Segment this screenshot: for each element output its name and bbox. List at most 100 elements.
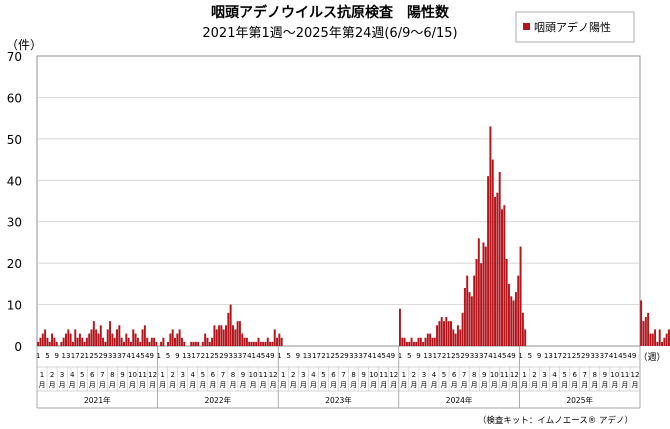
bar <box>647 312 650 346</box>
month-label: 4 <box>70 371 75 379</box>
y-tick-label: 50 <box>7 133 22 147</box>
month-label-suffix: 月 <box>451 381 458 389</box>
y-tick-label: 70 <box>7 50 22 64</box>
month-label: 4 <box>432 371 437 379</box>
bar <box>109 321 112 346</box>
month-label-suffix: 月 <box>471 381 478 389</box>
bar <box>269 341 272 346</box>
bar <box>514 292 517 346</box>
y-tick-label: 0 <box>14 340 22 354</box>
month-label-suffix: 月 <box>430 381 437 389</box>
week-tick-label: 21 <box>321 352 330 360</box>
y-tick-label: 20 <box>7 257 22 271</box>
bar <box>171 329 174 346</box>
bar <box>461 312 464 346</box>
week-tick-label: 29 <box>99 352 108 360</box>
month-label: 1 <box>281 371 285 379</box>
month-label-suffix: 月 <box>481 381 488 389</box>
week-tick-label: 13 <box>303 352 312 360</box>
week-tick-label: 1 <box>398 352 402 360</box>
month-label: 8 <box>351 371 355 379</box>
bar <box>146 337 149 346</box>
bar <box>262 341 265 346</box>
bar <box>503 205 506 346</box>
bar <box>415 341 418 346</box>
month-label: 12 <box>389 371 398 379</box>
month-label: 6 <box>90 371 95 379</box>
week-tick-label: 33 <box>349 352 358 360</box>
month-label: 7 <box>582 371 586 379</box>
month-label: 11 <box>379 371 388 379</box>
bar <box>271 341 274 346</box>
month-label-suffix: 月 <box>290 381 297 389</box>
bar <box>81 337 84 346</box>
bar <box>507 283 510 346</box>
bar <box>661 341 664 346</box>
month-label: 4 <box>191 371 196 379</box>
bar <box>447 321 450 346</box>
bar <box>250 341 253 346</box>
bar <box>139 341 142 346</box>
month-label: 8 <box>593 371 597 379</box>
bar <box>429 333 432 346</box>
bar <box>405 341 408 346</box>
week-tick-label: 13 <box>423 352 432 360</box>
bar <box>417 337 420 346</box>
week-tick-label: 5 <box>286 352 290 360</box>
week-tick-label: 17 <box>71 352 80 360</box>
week-tick-label: 1 <box>157 352 161 360</box>
legend-box <box>515 11 635 43</box>
month-label: 12 <box>148 371 157 379</box>
month-label-suffix: 月 <box>99 381 106 389</box>
bar <box>658 329 661 346</box>
month-label-suffix: 月 <box>491 381 498 389</box>
week-tick-label: 45 <box>377 352 386 360</box>
grid-lines <box>36 55 641 347</box>
month-label: 6 <box>572 371 577 379</box>
month-label-suffix: 月 <box>79 381 86 389</box>
chart-title: 咽頭アデノウイルス抗原検査 陽性数 <box>211 4 450 21</box>
bar <box>150 337 153 346</box>
bar <box>167 341 170 346</box>
week-tick-label: 45 <box>136 352 145 360</box>
bar <box>211 337 214 346</box>
bar <box>496 192 499 346</box>
bar <box>482 242 485 346</box>
week-tick-label: 9 <box>54 352 58 360</box>
bar <box>120 337 123 346</box>
bar <box>517 275 520 346</box>
week-tick-label: 25 <box>331 352 340 360</box>
month-label: 7 <box>221 371 225 379</box>
legend: 咽頭アデノ陽性 <box>515 11 635 43</box>
bar <box>426 333 429 346</box>
bar <box>501 209 503 346</box>
week-tick-label: 33 <box>470 352 479 360</box>
bar <box>60 341 63 346</box>
month-label-suffix: 月 <box>39 381 46 389</box>
month-label-suffix: 月 <box>441 381 448 389</box>
bar <box>71 341 74 346</box>
bar <box>480 263 483 346</box>
week-tick-label: 25 <box>451 352 460 360</box>
year-label: 2024年 <box>446 395 473 405</box>
bar <box>97 333 100 346</box>
bar <box>243 337 246 346</box>
week-tick-label: 21 <box>442 352 451 360</box>
month-label-suffix: 月 <box>370 381 377 389</box>
year-label: 2021年 <box>84 395 111 405</box>
bar <box>201 341 204 346</box>
month-label: 9 <box>241 371 245 379</box>
y-axis-ticks: 0 10 20 30 40 50 60 70 <box>7 50 22 354</box>
month-label: 5 <box>442 371 446 379</box>
bar <box>440 317 443 346</box>
month-label-suffix: 月 <box>320 381 327 389</box>
month-label: 3 <box>542 371 546 379</box>
month-label-suffix: 月 <box>501 381 508 389</box>
week-tick-label: 49 <box>507 352 516 360</box>
bar <box>53 337 56 346</box>
week-tick-label: 5 <box>528 352 532 360</box>
month-label: 6 <box>452 371 457 379</box>
week-tick-label: 25 <box>572 352 581 360</box>
month-label: 3 <box>60 371 64 379</box>
month-label: 1 <box>522 371 526 379</box>
